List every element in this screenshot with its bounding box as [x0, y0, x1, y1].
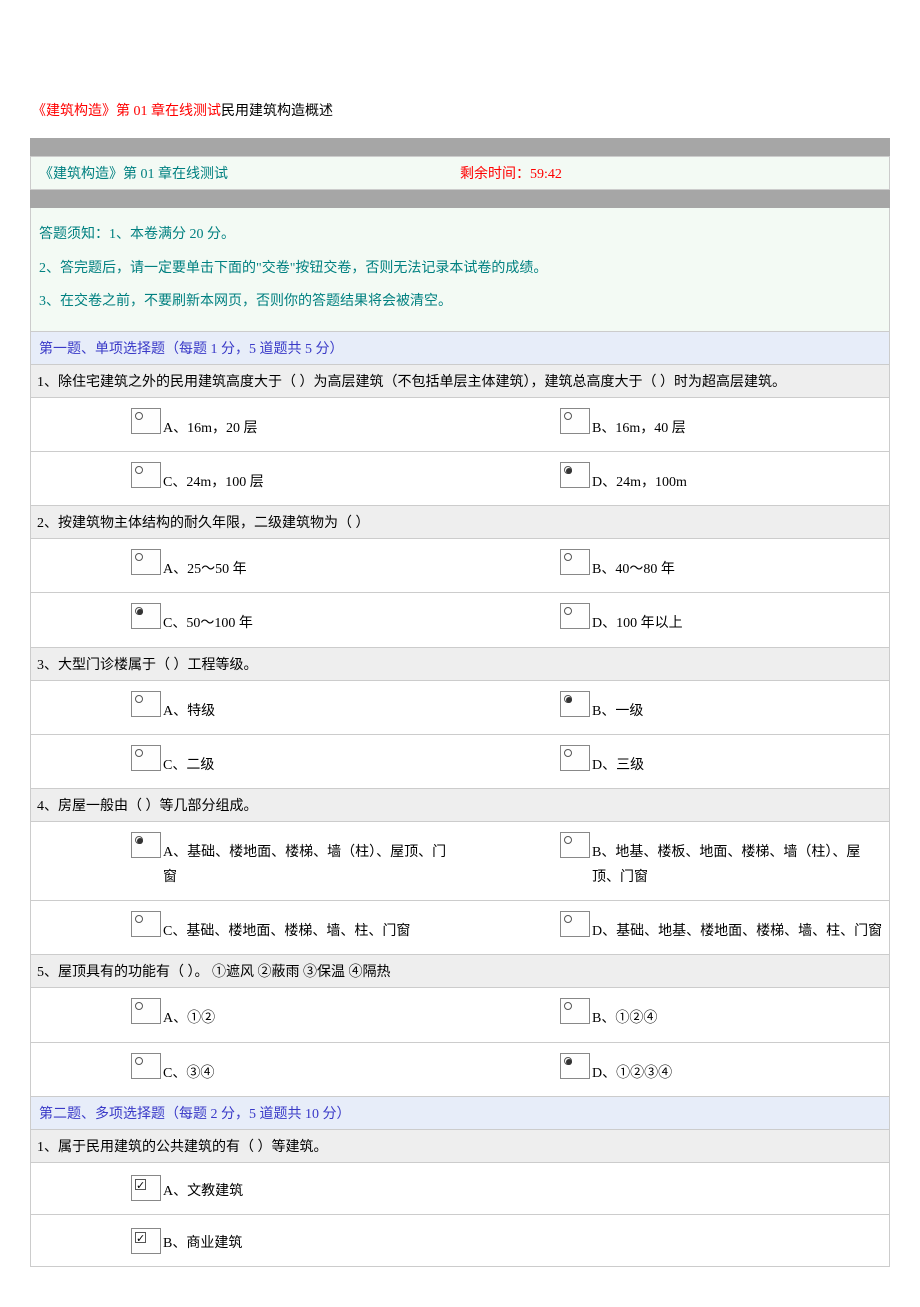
mq1-option-b-row: B、商业建筑 — [30, 1215, 890, 1267]
checkbox-icon[interactable] — [131, 1175, 161, 1201]
option-label: A、基础、楼地面、楼梯、墙（柱）、屋顶、门窗 — [163, 832, 454, 890]
grey-divider-2 — [30, 190, 890, 208]
option-label: D、①②③④ — [592, 1053, 672, 1086]
mq1-option-b[interactable]: B、商业建筑 — [31, 1221, 889, 1260]
question-3-options-row1: A、特级 B、一级 — [30, 681, 890, 735]
option-label: B、地基、楼板、地面、楼梯、墙（柱）、屋顶、门窗 — [592, 832, 883, 890]
q4-option-a[interactable]: A、基础、楼地面、楼梯、墙（柱）、屋顶、门窗 — [31, 828, 460, 894]
instructions-box: 答题须知：1、本卷满分 20 分。 2、答完题后，请一定要单击下面的"交卷"按钮… — [30, 208, 890, 332]
question-5-options-row2: C、③④ D、①②③④ — [30, 1043, 890, 1097]
option-label: B、40～80 年 — [592, 549, 675, 582]
instruction-line: 答题须知：1、本卷满分 20 分。 — [39, 218, 881, 252]
option-label: D、24m，100m — [592, 462, 687, 495]
radio-icon[interactable] — [560, 745, 590, 771]
grey-divider-top — [30, 138, 890, 156]
question-2-options-row1: A、25～50 年 B、40～80 年 — [30, 539, 890, 593]
option-label: A、文教建筑 — [163, 1173, 243, 1204]
question-2-options-row2: C、50～100 年 D、100 年以上 — [30, 593, 890, 647]
radio-icon[interactable] — [560, 1053, 590, 1079]
radio-icon[interactable] — [131, 832, 161, 858]
option-label: A、特级 — [163, 691, 215, 724]
radio-icon[interactable] — [560, 998, 590, 1024]
q1-option-a[interactable]: A、16m，20 层 — [31, 404, 460, 445]
question-4-options-row1: A、基础、楼地面、楼梯、墙（柱）、屋顶、门窗 B、地基、楼板、地面、楼梯、墙（柱… — [30, 822, 890, 901]
radio-icon[interactable] — [131, 408, 161, 434]
radio-icon[interactable] — [560, 691, 590, 717]
option-label: C、③④ — [163, 1053, 214, 1086]
q2-option-b[interactable]: B、40～80 年 — [460, 545, 889, 586]
quiz-header: 《建筑构造》第 01 章在线测试 剩余时间：59:42 — [30, 156, 890, 190]
multi-question-1-text: 1、属于民用建筑的公共建筑的有（ ）等建筑。 — [30, 1130, 890, 1163]
radio-icon[interactable] — [560, 603, 590, 629]
q4-option-d[interactable]: D、基础、地基、楼地面、楼梯、墙、柱、门窗 — [460, 907, 889, 948]
radio-icon[interactable] — [560, 549, 590, 575]
checkbox-icon[interactable] — [131, 1228, 161, 1254]
option-label: C、50～100 年 — [163, 603, 253, 636]
question-1-options-row2: C、24m，100 层 D、24m，100m — [30, 452, 890, 506]
page: 《建筑构造》第 01 章在线测试民用建筑构造概述 《建筑构造》第 01 章在线测… — [0, 0, 920, 1307]
option-label: D、三级 — [592, 745, 644, 778]
option-label: A、25～50 年 — [163, 549, 247, 582]
question-3-text: 3、大型门诊楼属于（ ）工程等级。 — [30, 648, 890, 681]
mq1-option-a-row: A、文教建筑 — [30, 1163, 890, 1215]
q2-option-d[interactable]: D、100 年以上 — [460, 599, 889, 640]
option-label: B、16m，40 层 — [592, 408, 686, 441]
time-remaining: 剩余时间：59:42 — [460, 163, 562, 183]
option-label: C、基础、楼地面、楼梯、墙、柱、门窗 — [163, 911, 410, 944]
question-1-options-row1: A、16m，20 层 B、16m，40 层 — [30, 398, 890, 452]
q4-option-b[interactable]: B、地基、楼板、地面、楼梯、墙（柱）、屋顶、门窗 — [460, 828, 889, 894]
radio-icon[interactable] — [560, 462, 590, 488]
question-5-text: 5、屋顶具有的功能有（ ）。 ①遮风 ②蔽雨 ③保温 ④隔热 — [30, 955, 890, 988]
question-3-options-row2: C、二级 D、三级 — [30, 735, 890, 789]
q3-option-a[interactable]: A、特级 — [31, 687, 460, 728]
radio-icon[interactable] — [560, 408, 590, 434]
quiz-title: 《建筑构造》第 01 章在线测试 — [39, 163, 460, 183]
radio-icon[interactable] — [560, 832, 590, 858]
main-title: 《建筑构造》第 01 章在线测试民用建筑构造概述 — [30, 100, 890, 120]
q1-option-b[interactable]: B、16m，40 层 — [460, 404, 889, 445]
q3-option-b[interactable]: B、一级 — [460, 687, 889, 728]
title-black: 民用建筑构造概述 — [221, 104, 333, 119]
q1-option-d[interactable]: D、24m，100m — [460, 458, 889, 499]
radio-icon[interactable] — [560, 911, 590, 937]
radio-icon[interactable] — [131, 1053, 161, 1079]
q2-option-a[interactable]: A、25～50 年 — [31, 545, 460, 586]
section-2-header: 第二题、多项选择题（每题 2 分，5 道题共 10 分） — [30, 1097, 890, 1130]
q5-option-a[interactable]: A、①② — [31, 994, 460, 1035]
option-label: C、二级 — [163, 745, 214, 778]
radio-icon[interactable] — [131, 549, 161, 575]
instruction-line: 2、答完题后，请一定要单击下面的"交卷"按钮交卷，否则无法记录本试卷的成绩。 — [39, 252, 881, 286]
q1-option-c[interactable]: C、24m，100 层 — [31, 458, 460, 499]
option-label: B、①②④ — [592, 998, 657, 1031]
title-red: 《建筑构造》第 01 章在线测试 — [32, 104, 221, 119]
radio-icon[interactable] — [131, 691, 161, 717]
radio-icon[interactable] — [131, 911, 161, 937]
option-label: B、一级 — [592, 691, 643, 724]
option-label: D、基础、地基、楼地面、楼梯、墙、柱、门窗 — [592, 911, 882, 944]
q3-option-c[interactable]: C、二级 — [31, 741, 460, 782]
radio-icon[interactable] — [131, 998, 161, 1024]
section-1-header: 第一题、单项选择题（每题 1 分，5 道题共 5 分） — [30, 332, 890, 365]
option-label: B、商业建筑 — [163, 1225, 242, 1256]
q3-option-d[interactable]: D、三级 — [460, 741, 889, 782]
q5-option-c[interactable]: C、③④ — [31, 1049, 460, 1090]
radio-icon[interactable] — [131, 603, 161, 629]
q5-option-d[interactable]: D、①②③④ — [460, 1049, 889, 1090]
q4-option-c[interactable]: C、基础、楼地面、楼梯、墙、柱、门窗 — [31, 907, 460, 948]
instruction-line: 3、在交卷之前，不要刷新本网页，否则你的答题结果将会被清空。 — [39, 285, 881, 319]
option-label: A、16m，20 层 — [163, 408, 258, 441]
question-4-text: 4、房屋一般由（ ）等几部分组成。 — [30, 789, 890, 822]
radio-icon[interactable] — [131, 745, 161, 771]
radio-icon[interactable] — [131, 462, 161, 488]
question-2-text: 2、按建筑物主体结构的耐久年限，二级建筑物为（ ） — [30, 506, 890, 539]
question-1-text: 1、除住宅建筑之外的民用建筑高度大于（ ）为高层建筑（不包括单层主体建筑），建筑… — [30, 365, 890, 398]
question-4-options-row2: C、基础、楼地面、楼梯、墙、柱、门窗 D、基础、地基、楼地面、楼梯、墙、柱、门窗 — [30, 901, 890, 955]
q5-option-b[interactable]: B、①②④ — [460, 994, 889, 1035]
question-5-options-row1: A、①② B、①②④ — [30, 988, 890, 1042]
option-label: A、①② — [163, 998, 215, 1031]
q2-option-c[interactable]: C、50～100 年 — [31, 599, 460, 640]
option-label: C、24m，100 层 — [163, 462, 264, 495]
option-label: D、100 年以上 — [592, 603, 683, 636]
mq1-option-a[interactable]: A、文教建筑 — [31, 1169, 889, 1208]
